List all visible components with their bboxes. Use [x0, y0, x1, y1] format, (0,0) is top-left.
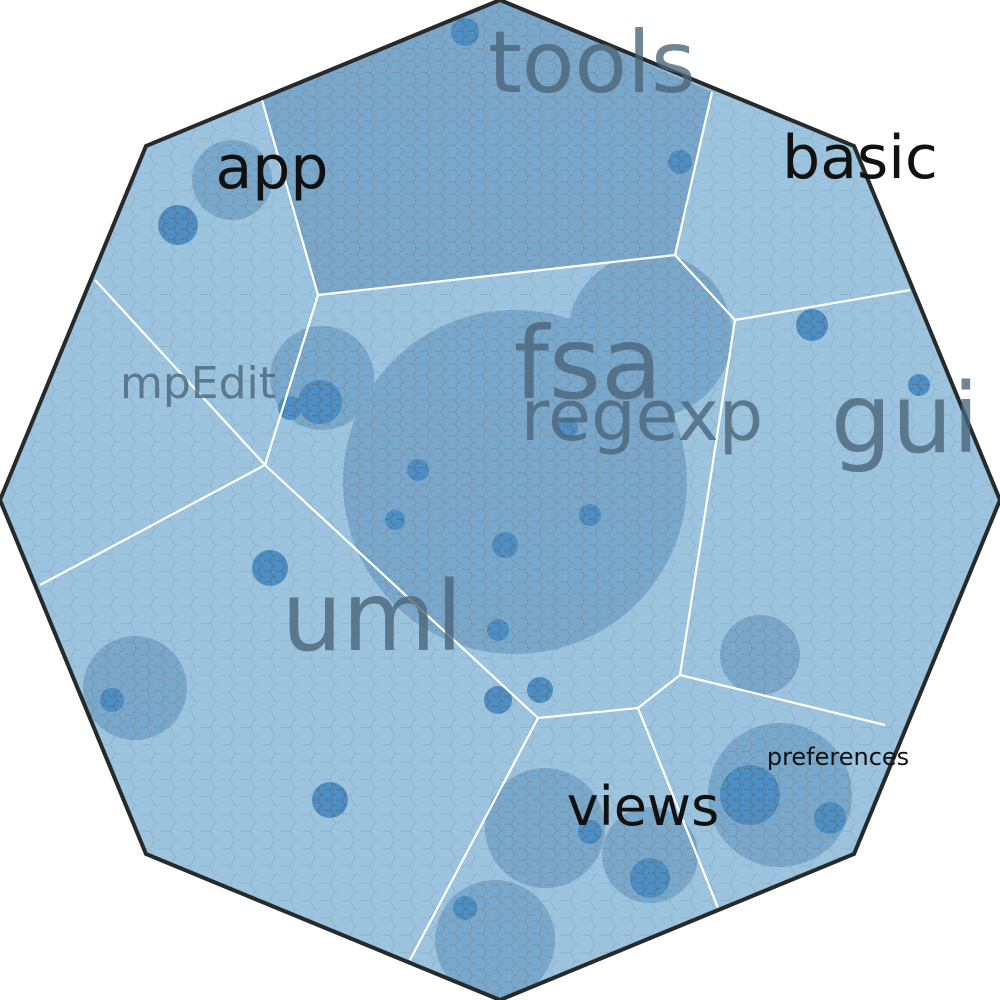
cluster-tools-center [453, 53, 643, 243]
hotspot [278, 396, 302, 420]
hotspot [407, 459, 429, 481]
hotspot [312, 782, 348, 818]
label-regexp: regexp [521, 375, 763, 457]
label-gui: gui [831, 363, 979, 475]
cluster-app-top [192, 140, 272, 220]
label-mpedit: mpEdit [120, 358, 276, 409]
hotspot [298, 380, 342, 424]
hotspot [796, 309, 828, 341]
hotspot [668, 150, 692, 174]
hotspot [252, 550, 288, 586]
hotspot [578, 820, 602, 844]
hotspot [100, 688, 124, 712]
hotspot [558, 418, 578, 438]
hotspot [453, 896, 477, 920]
label-views: views [567, 775, 719, 838]
label-fsa: fsa [514, 305, 663, 422]
hotspot [492, 532, 518, 558]
hotspot [630, 858, 670, 898]
region-basic [675, 92, 910, 320]
label-uml: uml [281, 561, 462, 673]
hotspot [487, 619, 509, 641]
hotspot [484, 686, 512, 714]
cluster-uml-left [83, 636, 187, 740]
cluster-gui [720, 615, 800, 695]
hotspot [385, 510, 405, 530]
hotspot [579, 504, 601, 526]
label-app: app [216, 133, 329, 203]
cluster-views-a [485, 768, 605, 888]
label-basic: basic [782, 123, 938, 193]
label-tools: tools [488, 13, 696, 113]
hotspot [908, 374, 930, 396]
region-uml [40, 465, 538, 960]
region-borders [39, 91, 911, 961]
cluster-regexp [568, 253, 732, 417]
cluster-views-b [602, 807, 698, 903]
hotspot [720, 765, 780, 825]
label-preferences: preferences [767, 743, 909, 771]
region-mpedit [0, 280, 265, 585]
hotspot [527, 677, 553, 703]
hotspot [814, 802, 846, 834]
hotspot [451, 18, 479, 46]
hotspot [158, 205, 198, 245]
